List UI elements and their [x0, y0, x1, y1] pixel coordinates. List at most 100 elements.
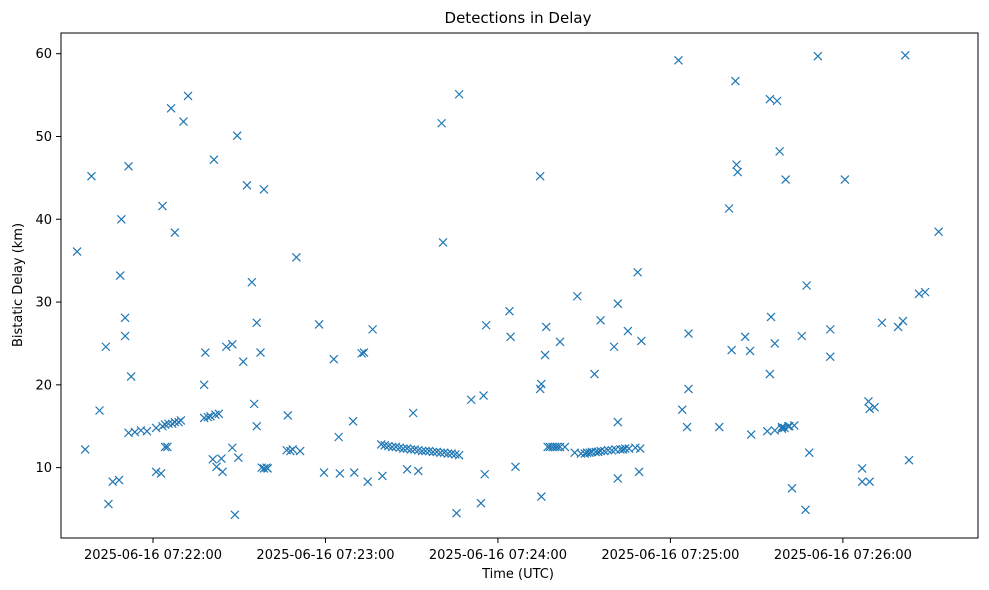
data-point-marker — [115, 271, 125, 280]
data-point-marker — [714, 422, 724, 432]
y-axis-label: Bistatic Delay (km) — [11, 223, 26, 347]
data-point-marker — [166, 103, 176, 113]
data-point-marker — [781, 175, 791, 184]
data-point-marker — [206, 411, 215, 421]
data-point-marker — [770, 425, 780, 435]
data-point-marker — [221, 342, 231, 352]
scatter-markers — [72, 50, 944, 520]
data-point-marker — [802, 281, 812, 290]
y-tick-label: 50 — [35, 130, 52, 145]
data-point-marker — [413, 466, 423, 476]
data-point-marker — [283, 411, 293, 420]
data-point-marker — [636, 336, 646, 346]
data-point-marker — [775, 146, 785, 156]
data-point-marker — [295, 446, 305, 456]
data-point-marker — [406, 444, 416, 454]
data-point-marker — [787, 483, 797, 493]
data-point-marker — [227, 339, 237, 349]
data-point-marker — [865, 404, 875, 414]
data-point-marker — [199, 380, 209, 390]
data-point-marker — [596, 446, 605, 456]
data-point-marker — [733, 167, 743, 177]
data-point-marker — [158, 421, 167, 431]
data-point-marker — [934, 227, 944, 237]
data-point-marker — [156, 469, 166, 478]
data-point-marker — [230, 510, 240, 520]
data-point-marker — [292, 252, 301, 262]
data-point-marker — [247, 277, 257, 287]
data-point-marker — [870, 402, 879, 412]
data-point-marker — [208, 454, 218, 464]
data-point-marker — [319, 468, 329, 478]
data-point-marker — [804, 448, 814, 458]
data-point-marker — [408, 408, 418, 418]
data-point-marker — [203, 412, 213, 422]
data-point-marker — [210, 410, 220, 420]
data-point-marker — [428, 447, 438, 457]
data-point-marker — [840, 175, 850, 184]
data-point-marker — [541, 322, 551, 332]
data-point-marker — [677, 405, 687, 415]
data-point-marker — [179, 117, 188, 127]
data-point-marker — [904, 455, 914, 465]
data-point-marker — [479, 391, 488, 401]
data-point-marker — [555, 337, 565, 347]
data-point-marker — [288, 444, 298, 454]
data-point-marker — [466, 395, 476, 405]
data-point-marker — [216, 454, 226, 463]
data-point-marker — [87, 171, 96, 181]
data-point-marker — [797, 331, 807, 341]
data-point-marker — [398, 444, 408, 454]
data-point-marker — [348, 416, 358, 426]
data-point-marker — [402, 464, 412, 474]
data-point-marker — [914, 289, 924, 299]
data-point-marker — [511, 462, 520, 472]
data-point-marker — [151, 467, 161, 477]
data-point-marker — [813, 51, 823, 61]
data-point-marker — [536, 492, 546, 502]
data-point-marker — [877, 318, 887, 328]
data-point-marker — [209, 155, 219, 165]
data-point-marker — [160, 442, 170, 452]
data-point-marker — [596, 315, 605, 325]
data-point-marker — [80, 444, 90, 454]
data-point-marker — [387, 442, 397, 452]
data-point-marker — [376, 440, 386, 449]
chart-title: Detections in Delay — [445, 9, 592, 27]
data-point-marker — [252, 421, 262, 431]
data-point-marker — [480, 469, 490, 479]
data-point-marker — [436, 448, 445, 458]
data-point-marker — [120, 331, 130, 341]
data-point-marker — [114, 475, 124, 485]
data-point-marker — [684, 384, 693, 394]
data-point-marker — [765, 369, 775, 379]
data-point-marker — [740, 332, 750, 342]
data-point-marker — [212, 462, 221, 472]
y-axis-ticks: 10 20 30 40 50 60 — [35, 47, 61, 476]
data-point-marker — [746, 430, 756, 439]
plot-frame — [60, 32, 979, 539]
data-point-marker — [553, 442, 562, 452]
data-point-marker — [200, 348, 210, 357]
x-tick-label: 2025-06-16 07:25:00 — [601, 548, 739, 563]
x-tick-label: 2025-06-16 07:26:00 — [774, 548, 912, 563]
data-point-marker — [357, 348, 367, 358]
data-point-marker — [183, 91, 193, 101]
data-point-marker — [727, 345, 737, 355]
data-point-marker — [314, 319, 324, 329]
data-point-marker — [730, 76, 740, 86]
data-point-marker — [635, 444, 645, 454]
data-point-marker — [540, 350, 550, 360]
data-point-marker — [359, 348, 369, 357]
data-point-marker — [238, 357, 248, 367]
data-point-marker — [603, 445, 613, 455]
data-point-marker — [682, 422, 692, 432]
data-point-marker — [857, 477, 867, 487]
data-point-marker — [170, 417, 180, 427]
data-point-marker — [242, 180, 252, 190]
data-point-marker — [613, 473, 623, 483]
data-point-marker — [249, 399, 259, 409]
data-point-marker — [227, 443, 237, 453]
